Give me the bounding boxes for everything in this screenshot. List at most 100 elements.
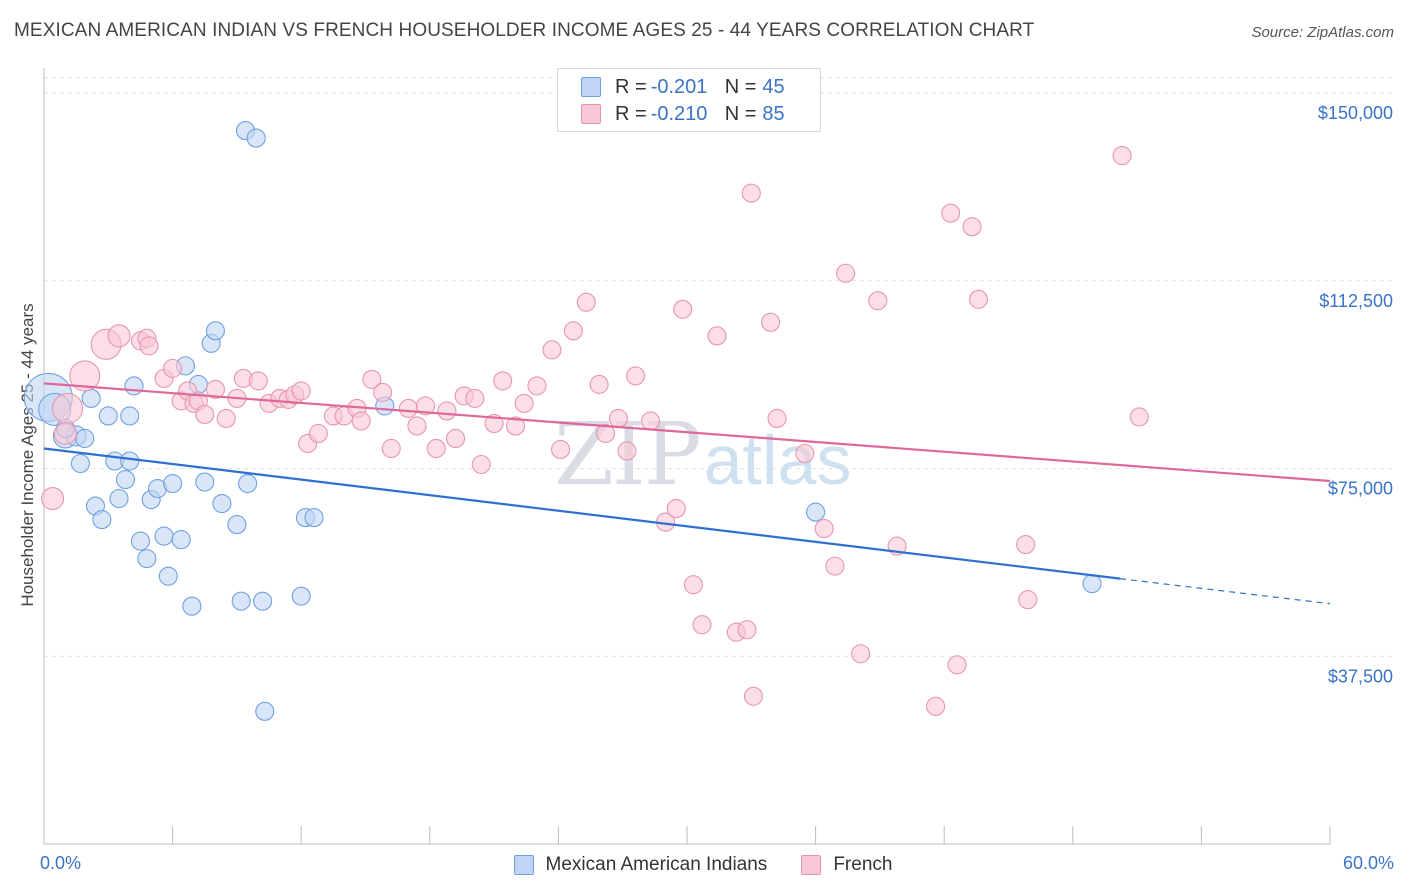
stats-swatch-pink [581,104,601,124]
french-point [947,655,967,675]
french-point [626,366,646,386]
french-point [926,696,946,716]
legend-swatch-pink [801,855,822,875]
french-point [195,404,215,424]
french-point [308,423,328,444]
x-tick-label: 60.0% [1343,853,1394,873]
mexican-american-indians-point [231,591,251,611]
legend-item-mexican-american-indians[interactable]: Mexican American Indians [513,854,768,876]
french-point [767,408,787,428]
chart-title: MEXICAN AMERICAN INDIAN VS FRENCH HOUSEH… [14,20,1035,41]
french-point [968,289,989,309]
mexican-american-indians-point [212,494,232,514]
french-point [1129,407,1149,427]
french-point [41,486,65,511]
mexican-american-indians-point [205,321,226,341]
french-point [550,439,571,460]
mexican-american-indians-point [98,406,118,426]
french-point [1018,590,1038,610]
legend: Mexican American Indians French [0,850,1406,880]
mexican-american-indians-point [182,596,202,616]
stats-box: R = -0.201 N = 45 R = -0.210 N = 85 [557,68,821,132]
mexican-american-indians-point [291,586,311,606]
french-point [683,575,703,595]
french-point [426,438,446,459]
french-point [814,519,834,539]
mexican-american-indians-point [246,128,266,148]
mexican-american-indians-point [806,502,826,522]
french-point [608,408,628,428]
french-point [851,644,871,664]
french-point [248,371,268,391]
stats-r-value: -0.201 [650,75,708,98]
french-point [362,369,382,389]
stats-swatch-blue [581,77,601,97]
french-point [107,324,131,348]
y-tick-label: $75,000 [1328,479,1393,499]
mexican-american-indians-point [120,451,140,471]
mexican-american-indians-point [124,376,144,396]
legend-label-french: French [833,854,893,875]
mexican-american-indians-point [158,566,178,586]
stats-n-label: N = [724,75,757,98]
mexican-american-indians-point [238,473,258,494]
y-tick-label: $37,500 [1328,666,1393,686]
mexican-american-indians-point [227,515,247,535]
stats-row-mexican-american-indians: R = -0.201 N = 45 [558,73,785,101]
french-point [707,326,727,346]
french-point [576,292,596,312]
mexican-american-indians-point [92,510,112,530]
mexican-american-indians-point [171,530,191,550]
french-point [542,340,562,360]
mexican-american-indians-trend-line [43,447,1121,580]
mexican-american-indians-point [75,428,95,449]
mexican-american-indians-trend-line-extension [1119,578,1331,605]
french-trend-line [43,382,1331,483]
french-point [53,421,77,446]
stats-n-value: 85 [762,102,785,125]
french-point [641,411,661,431]
french-point [381,438,401,459]
mexican-american-indians-point [253,591,273,611]
french-point [471,454,491,475]
french-point [673,299,693,319]
french-point [596,423,616,444]
french-point [205,379,226,399]
french-point [465,388,485,408]
french-point [962,217,982,237]
french-point [437,401,457,421]
french-point [1112,146,1132,166]
legend-label-mexican-american-indians: Mexican American Indians [545,854,768,875]
y-tick-label: $150,000 [1318,103,1393,123]
french-point [493,371,513,391]
french-point [139,336,159,356]
x-tick-label: 0.0% [40,853,81,873]
stats-n-label: N = [724,102,757,125]
stats-r-label: R = [615,102,647,125]
french-point [836,263,856,283]
y-tick-label: $112,500 [1319,291,1393,311]
mexican-american-indians-point [195,472,215,492]
french-point [617,441,637,461]
french-point [52,392,84,424]
legend-item-french[interactable]: French [801,854,892,876]
french-point [445,428,466,449]
french-point [761,312,781,332]
legend-swatch-blue [513,855,534,875]
mexican-american-indians-point [109,488,129,509]
source-credit: Source: ZipAtlas.com [1251,24,1394,41]
stats-n-value: 45 [762,75,785,98]
french-point [373,382,393,402]
watermark: ZIPatlas [554,405,851,505]
mexican-american-indians-point [154,526,174,546]
french-point [69,360,101,392]
french-point [692,615,712,635]
french-point [563,321,583,341]
french-point [351,411,371,431]
mexican-american-indians-point [115,469,135,490]
french-point [737,620,757,640]
french-point [407,416,427,436]
french-point [398,398,418,418]
stats-r-label: R = [615,75,647,98]
